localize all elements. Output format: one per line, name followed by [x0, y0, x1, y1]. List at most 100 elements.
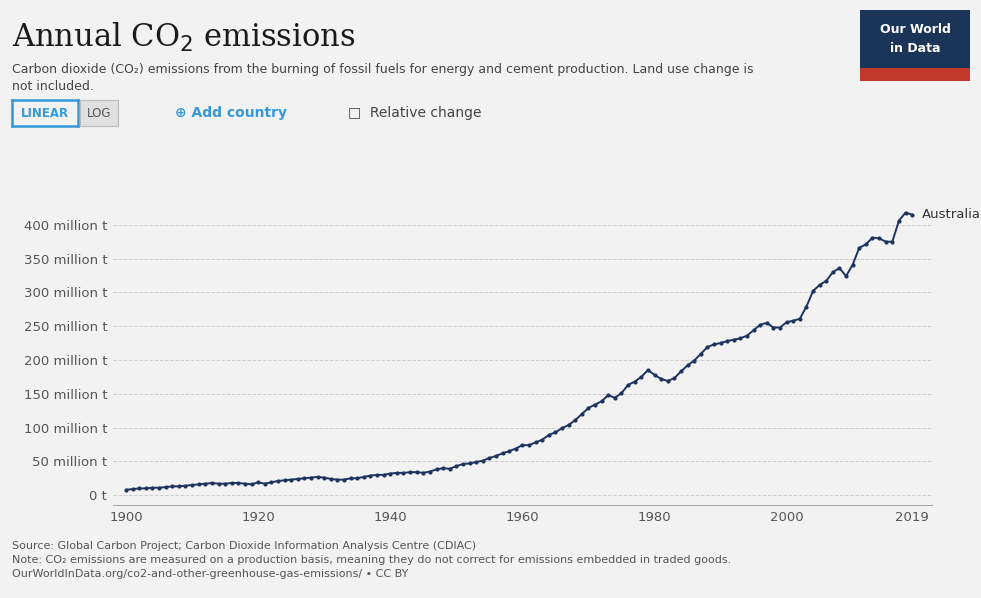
- Point: [356, 472, 372, 482]
- Point: [402, 468, 418, 477]
- Point: [588, 400, 603, 410]
- Point: [165, 481, 181, 491]
- Point: [825, 267, 841, 277]
- Point: [594, 396, 609, 406]
- Point: [383, 469, 398, 478]
- Point: [125, 484, 140, 494]
- Point: [706, 340, 722, 349]
- Point: [369, 470, 385, 480]
- Point: [535, 435, 550, 444]
- Point: [204, 478, 220, 488]
- Point: [904, 210, 920, 219]
- Text: Carbon dioxide (CO₂) emissions from the burning of fossil fuels for energy and c: Carbon dioxide (CO₂) emissions from the …: [12, 63, 753, 93]
- Point: [858, 240, 874, 249]
- Point: [852, 243, 867, 252]
- Point: [699, 342, 715, 352]
- Point: [231, 478, 246, 488]
- Point: [178, 481, 193, 490]
- Point: [673, 367, 689, 376]
- Point: [243, 480, 259, 489]
- Point: [634, 372, 649, 382]
- Text: Annual CO$_2$ emissions: Annual CO$_2$ emissions: [12, 21, 355, 54]
- Point: [264, 478, 280, 487]
- Point: [660, 376, 676, 386]
- Point: [296, 474, 312, 483]
- Text: ⊕ Add country: ⊕ Add country: [175, 106, 286, 120]
- Point: [330, 475, 345, 484]
- Point: [574, 409, 590, 419]
- Point: [475, 456, 490, 465]
- Point: [812, 280, 828, 289]
- Point: [257, 479, 273, 489]
- Text: Our World: Our World: [880, 23, 951, 36]
- Point: [237, 479, 253, 489]
- Point: [389, 468, 405, 478]
- Text: Source: Global Carbon Project; Carbon Dioxide Information Analysis Centre (CDIAC: Source: Global Carbon Project; Carbon Di…: [12, 541, 731, 579]
- Point: [713, 338, 729, 348]
- Point: [250, 478, 266, 487]
- Point: [838, 271, 853, 281]
- Point: [739, 331, 754, 340]
- Point: [581, 403, 596, 413]
- Point: [772, 323, 788, 332]
- Point: [151, 483, 167, 493]
- Point: [885, 237, 901, 246]
- Point: [726, 335, 742, 344]
- Point: [759, 318, 775, 328]
- Point: [422, 466, 438, 476]
- Text: LINEAR: LINEAR: [21, 106, 70, 120]
- Point: [508, 444, 524, 453]
- Bar: [860, 68, 970, 81]
- Point: [818, 276, 834, 286]
- Point: [144, 483, 160, 493]
- Point: [455, 459, 471, 469]
- Point: [118, 485, 133, 495]
- Point: [864, 233, 880, 242]
- Point: [898, 208, 913, 218]
- Point: [429, 465, 444, 474]
- Point: [620, 380, 636, 390]
- Point: [878, 237, 894, 246]
- Point: [501, 447, 517, 456]
- Point: [409, 468, 425, 477]
- Point: [845, 260, 860, 270]
- Point: [270, 476, 285, 486]
- Point: [342, 474, 358, 483]
- Point: [376, 470, 391, 480]
- Point: [441, 464, 457, 474]
- Point: [547, 428, 563, 437]
- Point: [567, 416, 583, 425]
- Point: [746, 325, 761, 335]
- Point: [224, 478, 239, 488]
- Point: [799, 302, 814, 312]
- Point: [832, 263, 848, 273]
- Point: [687, 356, 702, 365]
- Text: LOG: LOG: [87, 106, 111, 120]
- Point: [779, 318, 795, 327]
- Point: [211, 479, 227, 489]
- Point: [528, 438, 543, 447]
- Point: [462, 459, 478, 468]
- Point: [561, 420, 577, 429]
- Point: [640, 365, 655, 375]
- Point: [494, 448, 510, 458]
- Text: in Data: in Data: [890, 42, 941, 55]
- Point: [666, 373, 682, 383]
- Point: [197, 479, 213, 489]
- Point: [765, 323, 781, 332]
- Point: [171, 481, 186, 491]
- Point: [646, 370, 662, 380]
- Point: [514, 440, 530, 450]
- Text: □  Relative change: □ Relative change: [348, 106, 482, 120]
- Point: [448, 461, 464, 471]
- Point: [363, 471, 379, 480]
- Point: [489, 451, 504, 460]
- Point: [786, 316, 801, 325]
- Point: [336, 475, 352, 484]
- Point: [184, 480, 200, 490]
- Point: [627, 377, 643, 386]
- Point: [395, 468, 411, 478]
- Point: [468, 457, 484, 467]
- Point: [600, 390, 616, 400]
- Point: [792, 314, 807, 324]
